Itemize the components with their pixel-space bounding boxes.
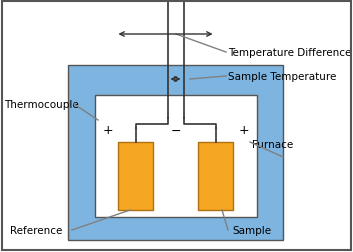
Text: −: − <box>171 124 181 137</box>
Text: Sample Temperature: Sample Temperature <box>228 72 336 82</box>
Text: Temperature Difference: Temperature Difference <box>228 48 351 58</box>
Text: +: + <box>103 124 113 137</box>
Bar <box>118 142 153 210</box>
Bar <box>198 142 233 210</box>
Text: Thermocouple: Thermocouple <box>4 100 79 110</box>
Bar <box>68 66 283 240</box>
Text: Reference: Reference <box>10 225 62 235</box>
Text: Furnace: Furnace <box>252 139 293 149</box>
Text: +: + <box>239 124 249 137</box>
Bar <box>95 96 257 217</box>
Text: Sample: Sample <box>232 225 271 235</box>
